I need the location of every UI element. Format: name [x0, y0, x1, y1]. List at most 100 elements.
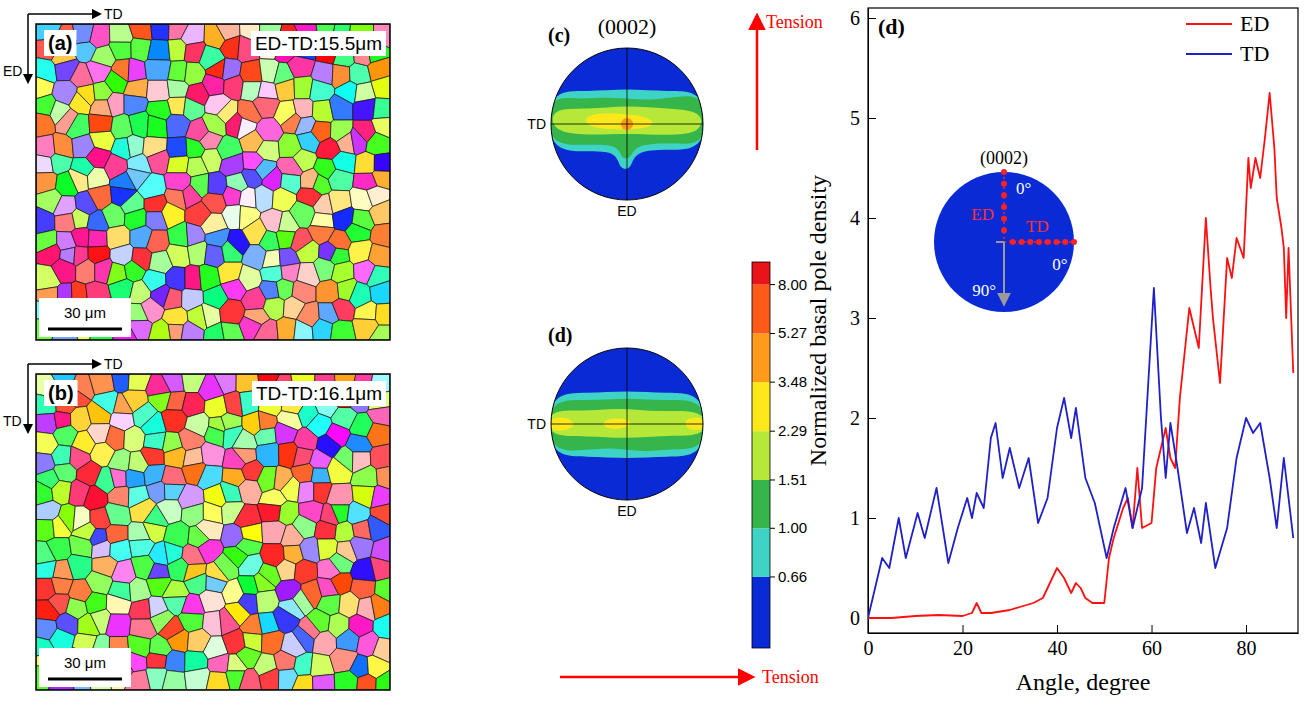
pole-figure: (d)TDED [527, 324, 705, 519]
pole-background [551, 348, 703, 500]
grain [312, 319, 333, 340]
colorbar-tick [770, 479, 775, 480]
grain [202, 74, 224, 96]
grain [167, 97, 185, 115]
colorbar: 0.661.001.512.293.485.278.00 [752, 262, 807, 648]
inset-dot [1001, 181, 1007, 187]
grain [254, 573, 276, 593]
grain [163, 288, 182, 310]
grain [373, 98, 390, 119]
grain [276, 559, 296, 581]
grain [220, 36, 240, 60]
grain [328, 169, 354, 191]
grain [168, 60, 187, 81]
grain [354, 301, 377, 320]
grain [312, 674, 334, 690]
scale-bar-box [39, 298, 131, 337]
x-tick: 40 [1048, 625, 1068, 659]
grain [88, 230, 107, 247]
x-tick-label: 60 [1142, 637, 1162, 659]
label-box [251, 31, 386, 56]
tension-arrow [756, 16, 759, 150]
y-tick-mark [868, 18, 876, 19]
grain [110, 468, 126, 487]
grain [258, 411, 277, 430]
grain [162, 670, 186, 690]
grain [107, 449, 130, 472]
ebsd-map: TDED(a)ED-TD:15.5μm30 μm [3, 6, 390, 340]
label-box [44, 380, 78, 406]
pole-axis-label: ED [617, 203, 636, 219]
grain [294, 652, 313, 675]
y-tick-mark [868, 218, 876, 219]
grain [88, 114, 113, 133]
grain [214, 552, 239, 580]
colorbar-tick-label: 8.00 [778, 276, 807, 293]
grain [166, 244, 190, 268]
grain [147, 115, 168, 138]
y-tick: 5 [850, 107, 876, 129]
grain [147, 80, 170, 102]
axis-label: TD [104, 356, 123, 372]
axis-label: TD [104, 6, 123, 22]
legend-label: TD [1240, 41, 1269, 66]
grain [102, 203, 125, 228]
grain [51, 445, 71, 465]
pole-contour [586, 114, 652, 130]
y-tick-mark [868, 118, 876, 119]
y-tick-label: 0 [850, 607, 860, 629]
y-tick-mark [868, 418, 876, 419]
grain [105, 503, 131, 526]
grain [238, 480, 262, 505]
grain [106, 594, 132, 614]
grain [345, 223, 371, 242]
grain [327, 458, 353, 484]
inset-dot [1001, 192, 1007, 198]
grain [232, 429, 258, 449]
grain [201, 149, 222, 174]
map-label: ED-TD:15.5μm [255, 33, 382, 54]
pole-background [551, 48, 703, 200]
grain [334, 671, 357, 690]
grain [107, 92, 124, 117]
grain [36, 134, 55, 157]
grain [126, 469, 145, 488]
inset-label: 0° [1016, 179, 1031, 198]
colorbar-tick [770, 431, 775, 432]
grain [146, 230, 169, 253]
grain [147, 39, 170, 60]
x-tick: 80 [1237, 625, 1257, 659]
grain [294, 319, 314, 340]
y-tick-label: 6 [850, 7, 860, 29]
map-frame [36, 24, 390, 340]
grain [292, 625, 314, 652]
ebsd-map: TDTD(b)TD-TD:16.1μm30 μm [3, 356, 390, 690]
grain [167, 221, 188, 247]
grain [351, 127, 367, 155]
legend: EDTD [1186, 11, 1269, 66]
tension-label: Tension [766, 12, 823, 32]
grain [196, 520, 224, 541]
grain [336, 629, 359, 652]
grain [257, 503, 281, 522]
grain [204, 395, 227, 418]
colorbar-tick [770, 528, 775, 529]
grain [275, 79, 295, 102]
scale-bar-label: 30 μm [64, 654, 106, 671]
grain [151, 24, 169, 40]
grain [71, 227, 89, 247]
inset-arrow [1003, 242, 1005, 304]
x-axis-title: Angle, degree [1016, 669, 1151, 695]
inset-dot [1062, 239, 1068, 245]
colorbar-segment [752, 577, 770, 648]
inset-dot [1001, 204, 1007, 210]
axis-label: TD [3, 413, 22, 429]
panel-label: (a) [48, 32, 72, 54]
grain [222, 241, 243, 263]
grain [331, 505, 349, 524]
tension-arrow [560, 676, 752, 679]
line-chart: 0204060800123456Angle, degreeNormalized … [805, 7, 1299, 695]
inset-dot [1001, 169, 1007, 175]
colorbar-segment [752, 382, 770, 431]
legend-swatch [1186, 23, 1232, 25]
